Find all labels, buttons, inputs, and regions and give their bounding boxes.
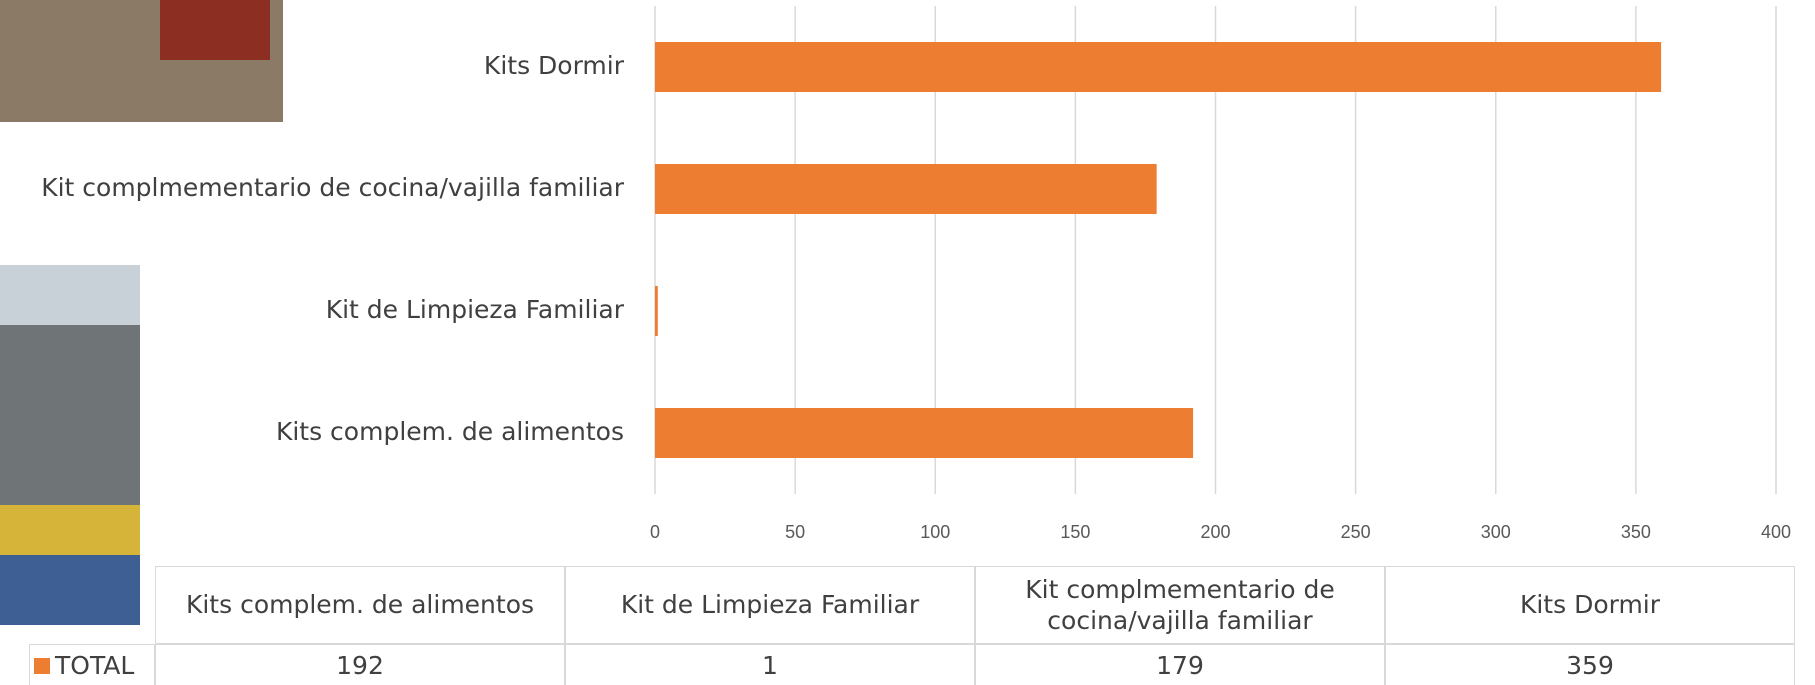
table-header: Kits complem. de alimentos xyxy=(155,566,565,644)
bar xyxy=(655,42,1662,92)
table-header: Kit de Limpieza Familiar xyxy=(565,566,975,644)
photo-detail xyxy=(0,265,140,325)
bar xyxy=(655,164,1157,214)
table-value: 192 xyxy=(155,644,565,685)
photo-detail xyxy=(0,505,140,555)
bar xyxy=(655,408,1194,458)
x-tick-label: 400 xyxy=(1761,522,1791,542)
x-tick-label: 100 xyxy=(920,522,950,542)
table-legend: TOTAL xyxy=(29,644,155,685)
bar xyxy=(655,286,658,336)
photo-detail xyxy=(160,0,270,60)
x-tick-label: 300 xyxy=(1481,522,1511,542)
table-header: Kit complmementario de cocina/vajilla fa… xyxy=(975,566,1385,644)
table-header: Kits Dormir xyxy=(1385,566,1795,644)
y-tick-label: Kits Dormir xyxy=(484,51,625,80)
x-tick-label: 200 xyxy=(1200,522,1230,542)
table-value: 1 xyxy=(565,644,975,685)
y-tick-label: Kit de Limpieza Familiar xyxy=(326,295,625,324)
legend-swatch xyxy=(34,657,50,674)
x-tick-label: 350 xyxy=(1621,522,1651,542)
table-value: 359 xyxy=(1385,644,1795,685)
legend-label: TOTAL xyxy=(55,650,135,680)
x-tick-label: 250 xyxy=(1341,522,1371,542)
y-tick-label: Kit complmementario de cocina/vajilla fa… xyxy=(41,173,625,202)
photo-detail xyxy=(0,555,140,625)
y-tick-label: Kits complem. de alimentos xyxy=(276,417,624,446)
table-value: 179 xyxy=(975,644,1385,685)
x-tick-label: 150 xyxy=(1060,522,1090,542)
x-tick-label: 50 xyxy=(785,522,805,542)
x-tick-label: 0 xyxy=(650,522,660,542)
